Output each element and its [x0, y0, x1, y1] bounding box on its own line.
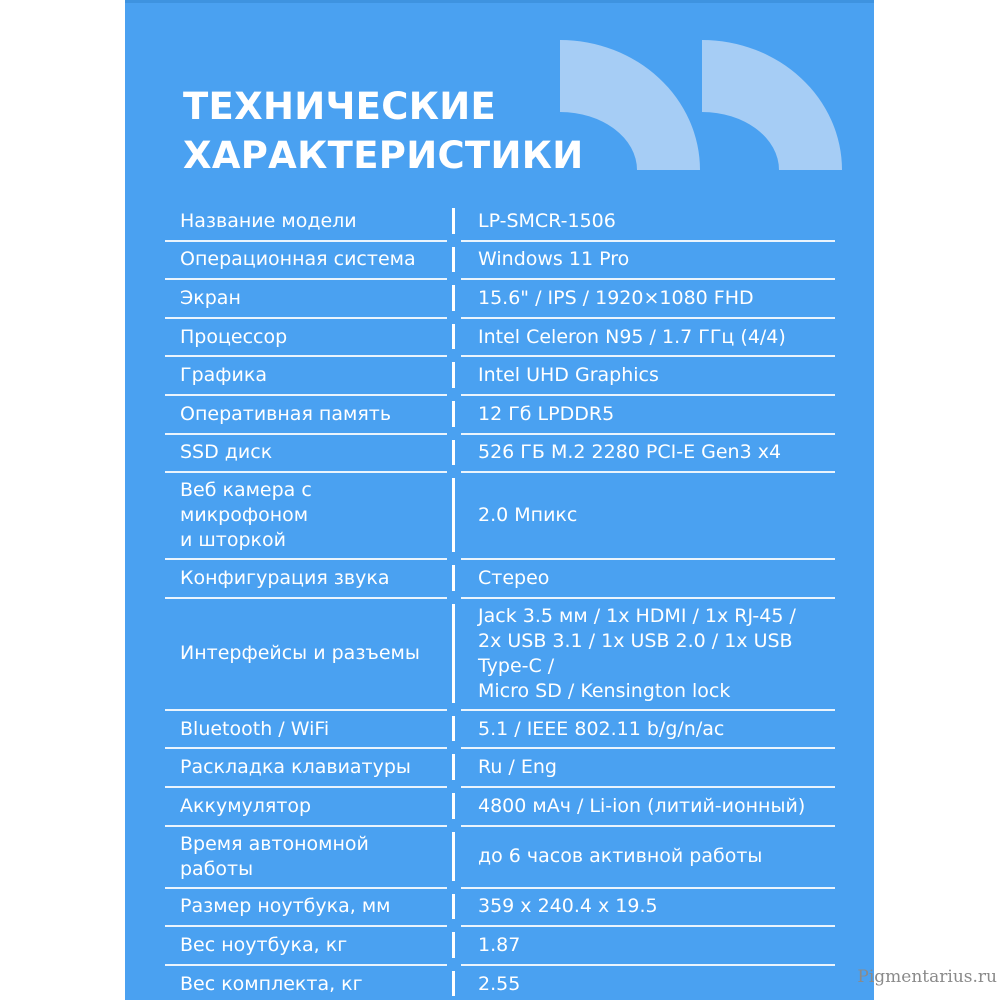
table-row: Операционная система Windows 11 Pro: [165, 242, 835, 281]
page-title-line2: ХАРАКТЕРИСТИКИ: [183, 134, 584, 177]
spec-card: ТЕХНИЧЕСКИЕ ХАРАКТЕРИСТИКИ Название модел…: [125, 0, 874, 1000]
column-divider: [447, 473, 461, 560]
table-row: Графика Intel UHD Graphics: [165, 357, 835, 396]
spec-label: Экран: [165, 280, 447, 319]
spec-value: 526 ГБ M.2 2280 PCI-E Gen3 x4: [461, 435, 835, 474]
table-row: Экран 15.6" / IPS / 1920×1080 FHD: [165, 280, 835, 319]
spec-value: 2.0 Мпикс: [461, 473, 835, 561]
table-row: Веб камера с микрофоном и шторкой 2.0 Мп…: [165, 473, 835, 561]
column-divider: [447, 889, 461, 928]
spec-label: Графика: [165, 357, 447, 396]
table-row: Bluetooth / WiFi 5.1 / IEEE 802.11 b/g/n…: [165, 711, 835, 750]
table-row: Название модели LP-SMCR-1506: [165, 203, 835, 242]
table-row: Интерфейсы и разъемы Jack 3.5 мм / 1x HD…: [165, 599, 835, 711]
spec-value: Стерео: [461, 560, 835, 599]
column-divider: [447, 396, 461, 435]
spec-label: Вес ноутбука, кг: [165, 927, 447, 966]
column-divider: [447, 242, 461, 281]
spec-label: Bluetooth / WiFi: [165, 711, 447, 750]
spec-value: 4800 мАч / Li-ion (литий-ионный): [461, 788, 835, 827]
table-row: Конфигурация звука Стерео: [165, 560, 835, 599]
table-row: Вес комплекта, кг 2.55: [165, 966, 835, 1000]
page-title: ТЕХНИЧЕСКИЕ ХАРАКТЕРИСТИКИ: [183, 82, 584, 180]
table-row: Раскладка клавиатуры Ru / Eng: [165, 749, 835, 788]
table-row: Вес ноутбука, кг 1.87: [165, 927, 835, 966]
spec-label: Раскладка клавиатуры: [165, 749, 447, 788]
column-divider: [447, 827, 461, 889]
spec-value: Intel UHD Graphics: [461, 357, 835, 396]
spec-value: до 6 часов активной работы: [461, 827, 835, 889]
table-row: Оперативная память 12 Гб LPDDR5: [165, 396, 835, 435]
spec-value: 15.6" / IPS / 1920×1080 FHD: [461, 280, 835, 319]
column-divider: [447, 927, 461, 966]
column-divider: [447, 560, 461, 599]
spec-value: 12 Гб LPDDR5: [461, 396, 835, 435]
spec-value: 5.1 / IEEE 802.11 b/g/n/ac: [461, 711, 835, 750]
table-row: Размер ноутбука, мм 359 x 240.4 x 19.5: [165, 889, 835, 928]
column-divider: [447, 599, 461, 711]
column-divider: [447, 319, 461, 358]
spec-value: 359 x 240.4 x 19.5: [461, 889, 835, 928]
table-row: Процессор Intel Celeron N95 / 1.7 ГГц (4…: [165, 319, 835, 358]
spec-value: 2.55: [461, 966, 835, 1000]
page-title-line1: ТЕХНИЧЕСКИЕ: [183, 85, 497, 128]
watermark: Pigmentarius.ru: [857, 967, 997, 987]
card-top-edge: [125, 0, 874, 3]
spec-label: Размер ноутбука, мм: [165, 889, 447, 928]
column-divider: [447, 966, 461, 1000]
spec-value: LP-SMCR-1506: [461, 203, 835, 242]
spec-label: Конфигурация звука: [165, 560, 447, 599]
spec-label: Веб камера с микрофоном и шторкой: [165, 473, 447, 561]
table-row: Аккумулятор 4800 мАч / Li-ion (литий-ион…: [165, 788, 835, 827]
spec-label: SSD диск: [165, 435, 447, 474]
column-divider: [447, 435, 461, 474]
spec-label: Название модели: [165, 203, 447, 242]
spec-value: Jack 3.5 мм / 1x HDMI / 1x RJ-45 / 2x US…: [461, 599, 835, 711]
column-divider: [447, 788, 461, 827]
column-divider: [447, 749, 461, 788]
spec-value: Intel Celeron N95 / 1.7 ГГц (4/4): [461, 319, 835, 358]
column-divider: [447, 711, 461, 750]
spec-table: Название модели LP-SMCR-1506 Операционна…: [165, 203, 835, 1000]
spec-label: Время автономной работы: [165, 827, 447, 889]
table-row: Время автономной работы до 6 часов актив…: [165, 827, 835, 889]
spec-value: 1.87: [461, 927, 835, 966]
quote-marks-icon: [560, 40, 842, 170]
column-divider: [447, 280, 461, 319]
spec-label: Вес комплекта, кг: [165, 966, 447, 1000]
column-divider: [447, 357, 461, 396]
spec-value: Windows 11 Pro: [461, 242, 835, 281]
spec-label: Процессор: [165, 319, 447, 358]
spec-label: Операционная система: [165, 242, 447, 281]
spec-value: Ru / Eng: [461, 749, 835, 788]
table-row: SSD диск 526 ГБ M.2 2280 PCI-E Gen3 x4: [165, 435, 835, 474]
column-divider: [447, 203, 461, 242]
spec-label: Интерфейсы и разъемы: [165, 599, 447, 711]
spec-label: Оперативная память: [165, 396, 447, 435]
spec-label: Аккумулятор: [165, 788, 447, 827]
